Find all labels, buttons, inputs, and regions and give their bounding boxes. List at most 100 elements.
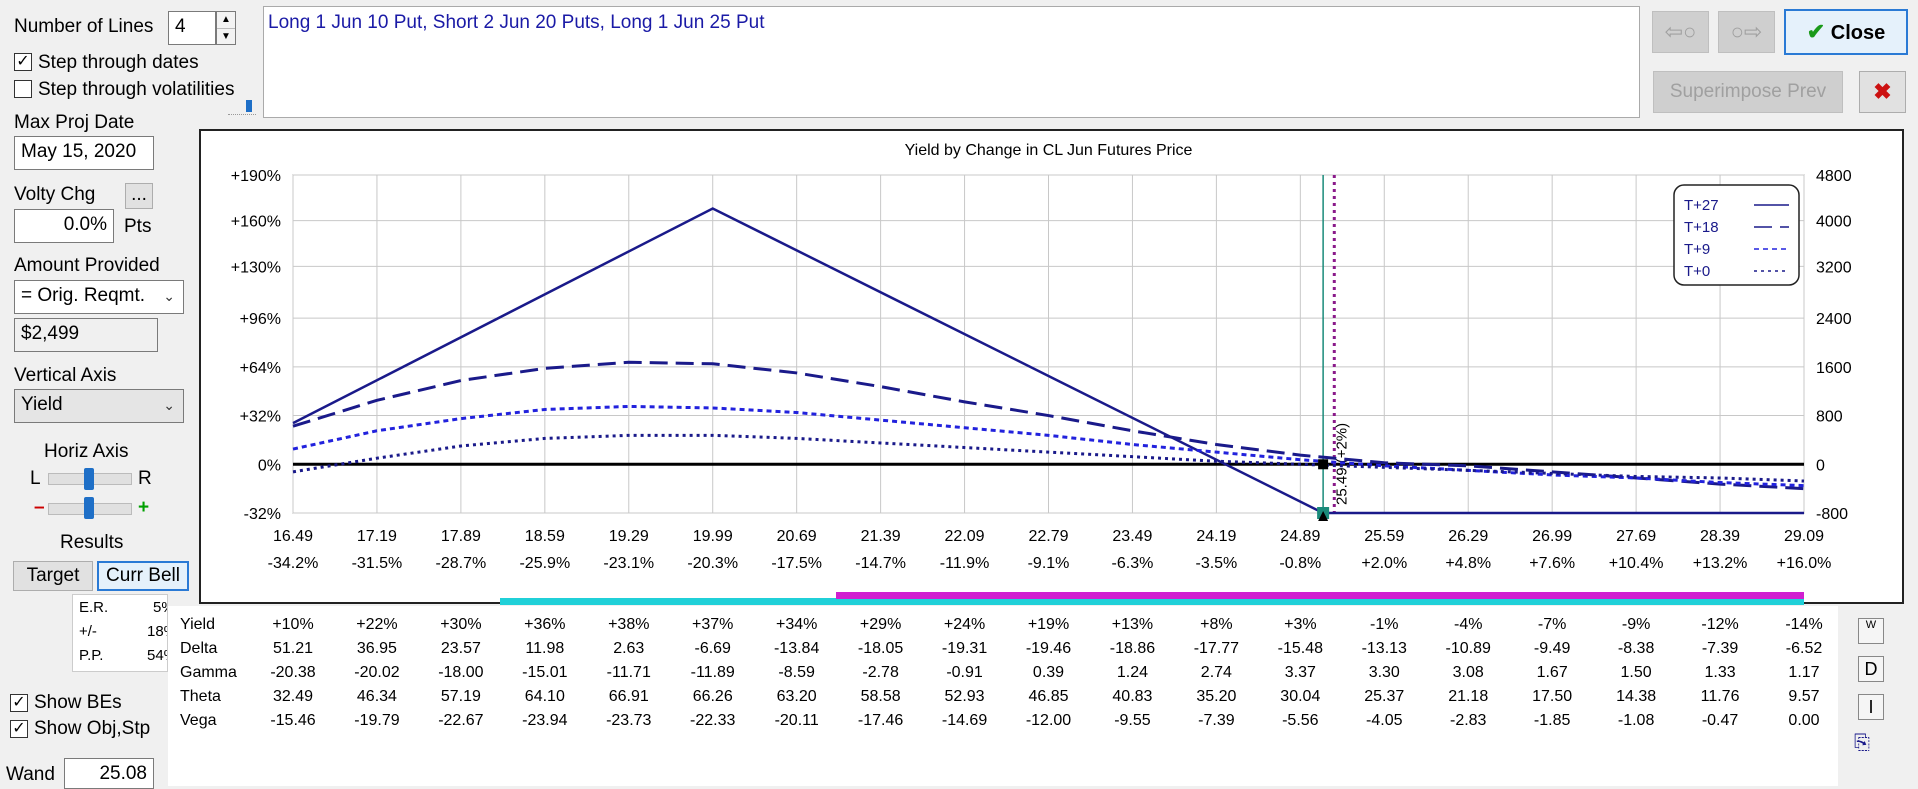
- show-obj-checkbox[interactable]: ✓: [10, 720, 28, 738]
- y-tick-left: -32%: [244, 506, 281, 523]
- wand-input[interactable]: 25.08: [64, 758, 154, 789]
- greek-cell: 1.67: [1536, 664, 1568, 681]
- volty-more-button[interactable]: ...: [125, 183, 153, 209]
- show-bes-checkbox[interactable]: ✓: [10, 694, 28, 712]
- greek-row-label: Theta: [180, 688, 221, 705]
- wand-label: Wand: [6, 764, 55, 785]
- x-tick-price: 18.59: [525, 528, 565, 545]
- greek-cell: 2.63: [613, 640, 645, 657]
- zoom-out-label[interactable]: –: [34, 497, 45, 518]
- greek-cell: -11.71: [606, 664, 651, 681]
- zoom-in-label[interactable]: +: [138, 497, 150, 518]
- x-tick-pct: -14.7%: [855, 555, 906, 572]
- cancel-button[interactable]: ✖: [1859, 71, 1906, 113]
- greek-cell: 35.20: [1196, 688, 1237, 705]
- x-tick-pct: +2.0%: [1361, 555, 1407, 572]
- curr-bell-button[interactable]: Curr Bell: [97, 561, 189, 591]
- greek-cell: 3.08: [1452, 664, 1484, 681]
- x-tick-price: 20.69: [777, 528, 817, 545]
- volty-chg-unit: Pts: [124, 216, 152, 237]
- yield-chart[interactable]: Yield by Change in CL Jun Futures Price 1…: [201, 131, 1902, 602]
- legend-label: T+27: [1684, 197, 1719, 214]
- greek-cell: +37%: [692, 616, 734, 633]
- show-bes-label: Show BEs: [34, 692, 122, 713]
- greek-cell: 36.95: [356, 640, 397, 657]
- step-dates-checkbox[interactable]: ✓: [14, 53, 32, 71]
- greek-cell: +13%: [1111, 616, 1154, 633]
- y-tick-left: +160%: [231, 214, 281, 231]
- legend-box: [1673, 184, 1800, 286]
- greek-cell: -15.01: [522, 664, 568, 681]
- amount-provided-select[interactable]: = Orig. Reqmt. ⌄: [14, 280, 184, 314]
- amount-provided-label: Amount Provided: [14, 255, 160, 276]
- x-tick-price: 28.39: [1700, 528, 1740, 545]
- back-button[interactable]: ⇦○: [1652, 11, 1709, 53]
- greek-cell: +10%: [272, 616, 314, 633]
- greek-cell: -8.38: [1617, 640, 1655, 657]
- greek-cell: 1.50: [1620, 664, 1652, 681]
- x-tick-pct: +10.4%: [1609, 555, 1664, 572]
- greek-cell: 14.38: [1616, 688, 1657, 705]
- export-icon[interactable]: ⎘: [1854, 732, 1870, 754]
- forward-button[interactable]: ○⇨: [1718, 11, 1775, 53]
- x-tick-pct: -17.5%: [771, 555, 822, 572]
- step-vols-checkbox[interactable]: [14, 80, 32, 98]
- step-dates-label: Step through dates: [38, 52, 199, 73]
- greek-cell: 0.39: [1032, 664, 1065, 681]
- y-tick-right: 4000: [1816, 214, 1852, 231]
- zoom-slider-thumb[interactable]: [84, 497, 94, 519]
- greek-cell: 40.83: [1112, 688, 1153, 705]
- greek-cell: +3%: [1284, 616, 1317, 633]
- volty-chg-input[interactable]: 0.0%: [14, 209, 114, 243]
- bell-bar-cyan: [499, 598, 1804, 605]
- position-description[interactable]: Long 1 Jun 10 Put, Short 2 Jun 20 Puts, …: [263, 6, 1640, 118]
- greek-cell: -2.78: [862, 664, 899, 681]
- spin-down-icon[interactable]: ▼: [221, 31, 231, 42]
- x-tick-price: 21.39: [861, 528, 901, 545]
- spin-up-icon[interactable]: ▲: [217, 12, 235, 29]
- x-tick-price: 22.09: [945, 528, 985, 545]
- greek-cell: 0.00: [1788, 712, 1820, 729]
- horiz-left-label: L: [30, 468, 41, 489]
- pp-label: P.P.: [79, 647, 104, 664]
- chevron-down-icon: ⌄: [163, 288, 175, 304]
- greek-cell: -1.08: [1617, 712, 1655, 729]
- vertical-axis-select[interactable]: Yield ⌄: [14, 389, 184, 423]
- number-of-lines-label: Number of Lines: [14, 16, 154, 37]
- greek-cell: +34%: [775, 616, 818, 633]
- x-tick-pct: +4.8%: [1445, 555, 1491, 572]
- greek-cell: -20.38: [270, 664, 316, 681]
- series-line-t-plus-27: [292, 207, 1804, 515]
- target-button[interactable]: Target: [13, 561, 93, 591]
- greek-cell: -9.55: [1114, 712, 1151, 729]
- greek-cell: 32.49: [272, 688, 314, 705]
- greek-cell: -12.00: [1025, 712, 1072, 729]
- greek-cell: -18.86: [1109, 640, 1156, 657]
- legend-label: T+0: [1684, 263, 1710, 280]
- greek-cell: -19.79: [354, 712, 400, 729]
- greek-row-label: Vega: [180, 712, 217, 729]
- close-button[interactable]: ✔ Close: [1784, 9, 1908, 55]
- max-proj-date-input[interactable]: May 15, 2020: [14, 136, 154, 170]
- series-line-t-plus-9: [292, 404, 1805, 488]
- w-button[interactable]: W: [1858, 618, 1884, 644]
- d-button[interactable]: D: [1858, 656, 1884, 682]
- greek-cell: 23.57: [440, 640, 481, 657]
- number-of-lines-input[interactable]: 4: [168, 11, 216, 45]
- number-of-lines-spinner[interactable]: ▲ ▼: [216, 11, 236, 45]
- x-tick-pct: +7.6%: [1529, 555, 1575, 572]
- y-tick-right: 0: [1816, 457, 1825, 474]
- greek-cell: -5.56: [1282, 712, 1319, 729]
- greek-cell: -15.48: [1277, 640, 1324, 657]
- greek-cell: +22%: [356, 616, 398, 633]
- i-button[interactable]: I: [1858, 694, 1884, 720]
- back-arrow-icon: ⇦○: [1664, 19, 1697, 44]
- horiz-axis-slider-thumb[interactable]: [84, 468, 94, 490]
- greek-cell: -4%: [1453, 616, 1483, 633]
- chevron-down-icon: ⌄: [163, 397, 175, 413]
- greek-cell: -23.94: [522, 712, 568, 729]
- x-cancel-icon: ✖: [1873, 79, 1892, 104]
- greek-cell: +38%: [608, 616, 650, 633]
- description-splitter[interactable]: [228, 100, 256, 116]
- superimpose-prev-button[interactable]: Superimpose Prev: [1653, 71, 1843, 113]
